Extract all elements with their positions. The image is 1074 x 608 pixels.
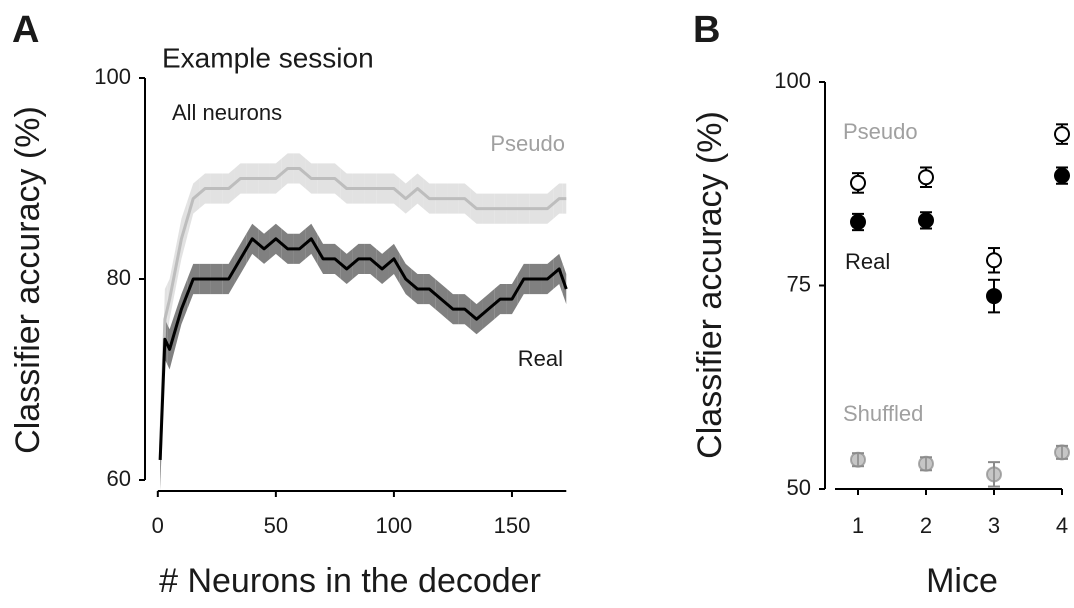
error-band <box>199 173 211 209</box>
error-band <box>187 178 200 237</box>
error-band <box>411 173 424 209</box>
error-band <box>494 284 507 320</box>
error-band <box>517 263 530 305</box>
line <box>158 237 568 460</box>
marker <box>986 466 1002 483</box>
y-tick-label: 60 <box>107 466 131 491</box>
marker <box>850 451 866 468</box>
error-band <box>423 273 436 310</box>
legend-label: Real <box>845 249 890 274</box>
error-band <box>541 258 554 295</box>
error-band <box>222 168 235 204</box>
error-band <box>293 228 306 264</box>
y-tick-label: 100 <box>774 68 811 93</box>
y-tick-label: 50 <box>787 475 811 500</box>
x-tick-label: 1 <box>852 513 864 538</box>
error-band <box>222 253 235 295</box>
error-band <box>234 163 247 199</box>
chart-title: Example session <box>162 42 374 73</box>
error-band <box>506 273 518 315</box>
error-band <box>458 294 471 330</box>
x-axis-title: # Neurons in the decoder <box>159 562 541 600</box>
error-band <box>305 223 318 264</box>
error-band <box>470 188 483 224</box>
error-band <box>470 299 483 335</box>
marker <box>1054 444 1070 461</box>
x-tick-label: 0 <box>152 513 164 538</box>
error-band <box>364 243 377 279</box>
error-band <box>388 173 400 209</box>
panel-label: B <box>693 9 720 51</box>
marker <box>850 214 866 231</box>
error-band <box>328 243 341 279</box>
x-tick-label: 4 <box>1056 513 1068 538</box>
error-band <box>258 228 270 264</box>
x-axis-title: Mice <box>926 562 998 600</box>
line <box>158 166 567 460</box>
marker <box>1054 126 1070 143</box>
error-band <box>352 243 365 279</box>
error-band <box>269 223 282 259</box>
error-band <box>541 188 554 224</box>
error-band <box>376 248 389 285</box>
legend-label: Pseudo <box>843 119 918 144</box>
error-band <box>399 178 412 214</box>
y-tick-label: 80 <box>107 265 131 290</box>
error-band <box>305 158 318 194</box>
error-band <box>293 153 306 189</box>
marker <box>918 455 934 472</box>
error-band <box>447 289 459 325</box>
y-tick-label: 75 <box>787 271 811 296</box>
error-band <box>388 243 400 285</box>
panel-label: A <box>12 9 39 51</box>
error-band <box>246 223 259 264</box>
y-axis-title: Classifier accuracy (%) <box>9 106 47 454</box>
error-band <box>458 183 471 219</box>
x-tick-label: 3 <box>988 513 1000 538</box>
error-band <box>281 153 294 189</box>
marker <box>986 288 1002 305</box>
marker <box>986 252 1002 269</box>
x-tick-label: 150 <box>494 513 531 538</box>
legend-label: Pseudo <box>490 131 565 156</box>
error-band <box>553 253 563 295</box>
x-tick-label: 2 <box>920 513 932 538</box>
error-band <box>269 158 282 194</box>
error-band <box>340 168 353 204</box>
legend-label: Shuffled <box>843 401 923 426</box>
y-tick-label: 100 <box>94 64 131 89</box>
error-band <box>187 263 200 310</box>
x-tick-label: 100 <box>376 513 413 538</box>
marker <box>850 174 866 191</box>
error-band <box>423 178 436 214</box>
x-tick-label: 50 <box>264 513 288 538</box>
annotation: All neurons <box>172 100 282 125</box>
marker <box>1054 167 1070 184</box>
marker <box>918 169 934 186</box>
marker <box>918 212 934 229</box>
error-band <box>340 248 353 285</box>
error-band <box>411 268 424 305</box>
y-axis-title: Classifier accuracy (%) <box>691 111 729 459</box>
error-band <box>281 228 294 264</box>
legend-label: Real <box>518 346 563 371</box>
error-band <box>317 233 329 274</box>
error-band <box>328 163 341 199</box>
